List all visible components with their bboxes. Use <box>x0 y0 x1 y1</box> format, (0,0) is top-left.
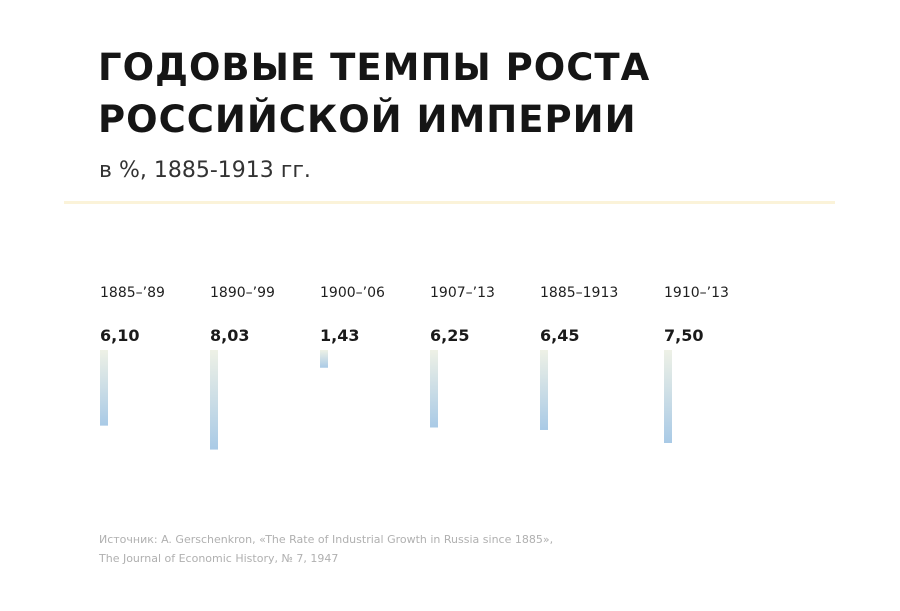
bar <box>540 350 548 430</box>
source-note: Источник: A. Gerschenkron, «The Rate of … <box>99 530 553 568</box>
chart-title-line-2: РОССИЙСКОЙ ИМПЕРИИ <box>98 98 637 141</box>
chart-bars: 1885–’89 6,10 1890–’99 8,03 1900–’06 1,43 1907… <box>100 285 729 450</box>
category-label: 1907–’13 <box>430 285 495 301</box>
chart-subtitle: в %, 1885-1913 гг. <box>99 158 311 183</box>
value-label: 6,25 <box>430 326 469 345</box>
bar <box>664 350 672 443</box>
value-label: 8,03 <box>210 326 249 345</box>
category-label: 1890–’99 <box>210 285 275 301</box>
bar <box>430 350 438 428</box>
bar <box>100 350 108 426</box>
bar <box>210 350 218 450</box>
source-line-1: Источник: A. Gerschenkron, «The Rate of … <box>99 533 554 546</box>
category-label: 1885–’89 <box>100 285 165 301</box>
value-label: 6,45 <box>540 326 579 345</box>
value-label: 1,43 <box>320 326 359 345</box>
bar-chart: 1885–’89 6,10 1890–’99 8,03 1900–’06 1,43 1907… <box>100 285 729 450</box>
chart-title-line-1: ГОДОВЫЕ ТЕМПЫ РОСТА <box>98 46 651 89</box>
category-label: 1885–1913 <box>540 285 618 301</box>
bar <box>320 350 328 368</box>
value-label: 7,50 <box>664 326 703 345</box>
source-line-2: The Journal of Economic History, № 7, 19… <box>99 552 339 565</box>
category-label: 1900–’06 <box>320 285 385 301</box>
divider <box>64 201 835 204</box>
value-label: 6,10 <box>100 326 139 345</box>
category-label: 1910–’13 <box>664 285 729 301</box>
chart-title: ГОДОВЫЕ ТЕМПЫ РОСТА РОССИЙСКОЙ ИМПЕРИИ <box>98 42 858 146</box>
